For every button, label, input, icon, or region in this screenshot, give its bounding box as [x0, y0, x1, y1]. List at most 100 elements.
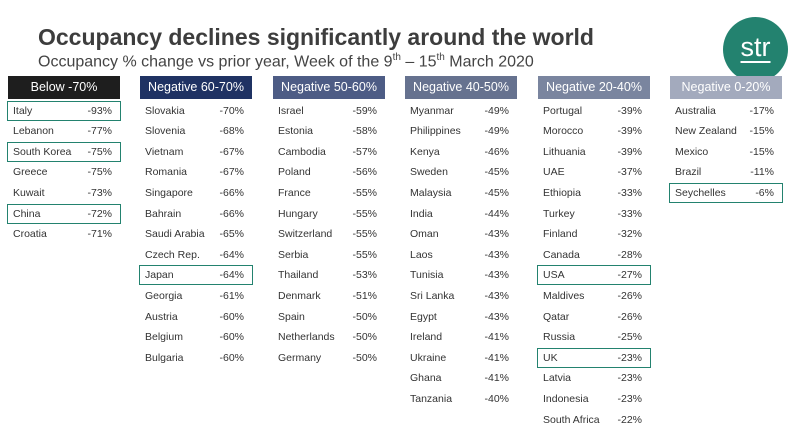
country-row: Croatia -71% [8, 225, 120, 243]
country-row: Israel -59% [273, 102, 385, 120]
country-row: UAE -37% [538, 163, 650, 181]
country-row: Ireland -41% [405, 328, 517, 346]
occupancy-change: -59% [352, 104, 377, 117]
country-row: Hungary -55% [273, 205, 385, 223]
country-name: Estonia [278, 125, 314, 138]
country-row: Japan -64% [139, 265, 253, 286]
country-name: Cambodia [278, 145, 326, 158]
country-name: Slovakia [145, 104, 185, 117]
country-row: Kenya -46% [405, 143, 517, 161]
country-row: Germany -50% [273, 349, 385, 367]
occupancy-change: -39% [617, 104, 642, 117]
occupancy-change: -32% [617, 228, 642, 241]
occupancy-change: -71% [87, 228, 112, 241]
occupancy-change: -60% [219, 331, 244, 344]
occupancy-change: -43% [484, 289, 509, 302]
band-header: Negative 20-40% [538, 76, 650, 99]
country-name: Laos [410, 248, 433, 261]
country-row: Laos -43% [405, 246, 517, 264]
country-name: Denmark [278, 289, 321, 302]
country-name: Singapore [145, 186, 193, 199]
country-row: Singapore -66% [140, 184, 252, 202]
country-name: Thailand [278, 269, 319, 282]
str-logo: str [723, 17, 788, 82]
occupancy-change: -56% [352, 166, 377, 179]
occupancy-change: -28% [617, 248, 642, 261]
occupancy-change: -51% [352, 289, 377, 302]
country-row: Canada -28% [538, 246, 650, 264]
country-name: UAE [543, 166, 565, 179]
country-name: Czech Rep. [145, 248, 200, 261]
band-column: Negative 40-50% Myanmar -49% Philippines -49… [405, 76, 517, 408]
occupancy-change: -11% [750, 166, 774, 179]
country-name: Israel [278, 104, 304, 117]
country-row: Lithuania -39% [538, 143, 650, 161]
occupancy-change: -60% [219, 310, 244, 323]
country-name: Georgia [145, 289, 183, 302]
band-header: Negative 50-60% [273, 76, 385, 99]
page-subtitle: Occupancy % change vs prior year, Week o… [38, 52, 534, 71]
country-name: Tanzania [410, 392, 453, 405]
occupancy-change: -72% [87, 207, 112, 220]
country-name: Romania [145, 166, 188, 179]
country-name: Russia [543, 331, 576, 344]
occupancy-change: -55% [352, 228, 377, 241]
country-name: Tunisia [410, 269, 444, 282]
country-name: Maldives [543, 289, 585, 302]
country-row: Vietnam -67% [140, 143, 252, 161]
occupancy-change: -17% [749, 104, 774, 117]
occupancy-change: -45% [484, 186, 509, 199]
country-name: Poland [278, 166, 311, 179]
country-name: South Korea [13, 145, 72, 158]
occupancy-change: -67% [219, 166, 244, 179]
occupancy-change: -37% [617, 166, 642, 179]
country-row: Morocco -39% [538, 122, 650, 140]
country-row: Denmark -51% [273, 287, 385, 305]
country-name: Bulgaria [145, 351, 184, 364]
occupancy-change: -50% [352, 331, 377, 344]
country-row: Serbia -55% [273, 246, 385, 264]
band-column: Negative 60-70% Slovakia -70% Slovenia -68% V… [139, 76, 253, 367]
country-name: Myanmar [410, 104, 454, 117]
occupancy-change: -57% [352, 145, 377, 158]
country-row: Russia -25% [538, 328, 650, 346]
occupancy-change: -64% [219, 269, 244, 282]
country-name: Sri Lanka [410, 289, 455, 302]
occupancy-change: -15% [749, 125, 774, 138]
country-name: Mexico [675, 145, 709, 158]
occupancy-change: -44% [484, 207, 509, 220]
country-row: Tanzania -40% [405, 390, 517, 408]
country-name: Greece [13, 166, 48, 179]
country-row: France -55% [273, 184, 385, 202]
logo-text: str [740, 32, 771, 62]
occupancy-change: -66% [219, 207, 244, 220]
country-name: Australia [675, 104, 716, 117]
country-name: Oman [410, 228, 439, 241]
band-header: Negative 0-20% [670, 76, 782, 99]
country-row: Cambodia -57% [273, 143, 385, 161]
country-name: Croatia [13, 228, 47, 241]
band-header: Negative 40-50% [405, 76, 517, 99]
country-row: Poland -56% [273, 163, 385, 181]
occupancy-change: -26% [617, 310, 642, 323]
occupancy-change: -43% [484, 248, 509, 261]
country-name: Lithuania [543, 145, 586, 158]
country-name: Sweden [410, 166, 448, 179]
occupancy-change: -65% [219, 228, 244, 241]
occupancy-change: -61% [219, 289, 244, 302]
occupancy-change: -22% [617, 413, 642, 426]
country-name: Serbia [278, 248, 309, 261]
country-name: Seychelles [675, 186, 726, 199]
country-name: Vietnam [145, 145, 184, 158]
country-name: Philippines [410, 125, 461, 138]
occupancy-change: -43% [484, 228, 509, 241]
occupancy-change: -60% [219, 351, 244, 364]
country-name: Bahrain [145, 207, 182, 220]
country-row: Kuwait -73% [8, 184, 120, 202]
band-column: Negative 0-20% Australia -17% New Zealand -1… [669, 76, 783, 203]
occupancy-change: -43% [484, 269, 509, 282]
country-name: South Africa [543, 413, 600, 426]
country-name: Japan [145, 269, 174, 282]
country-row: Netherlands -50% [273, 328, 385, 346]
country-row: Bahrain -66% [140, 205, 252, 223]
